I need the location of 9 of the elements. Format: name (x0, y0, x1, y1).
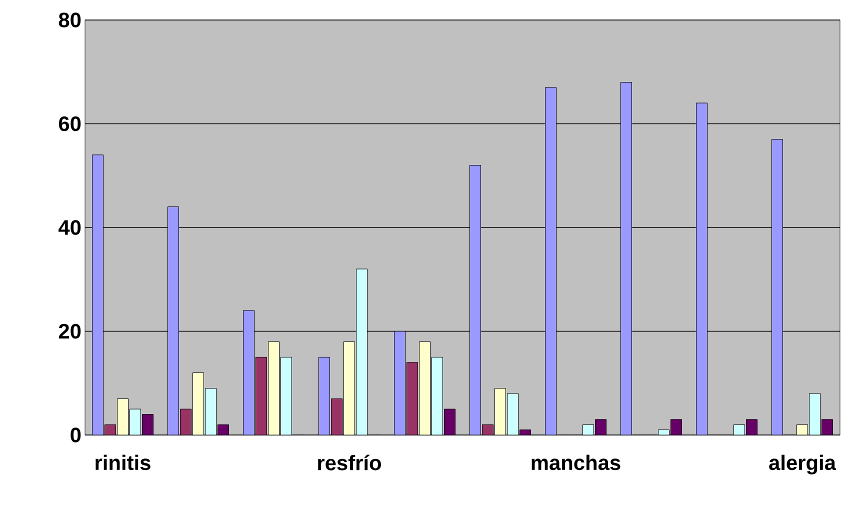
y-tick-label: 40 (58, 220, 81, 235)
x-tick-label: rinitis (96, 454, 150, 470)
y-tick-label: 80 (58, 12, 81, 28)
y-tick-label: 0 (70, 428, 81, 442)
x-tick-label: alergia (769, 454, 836, 474)
y-tick-label: 60 (58, 116, 81, 132)
y-tick-label: 20 (58, 324, 81, 339)
x-tick-label: resfrío (318, 454, 381, 470)
x-tick-label: manchas (532, 454, 620, 470)
